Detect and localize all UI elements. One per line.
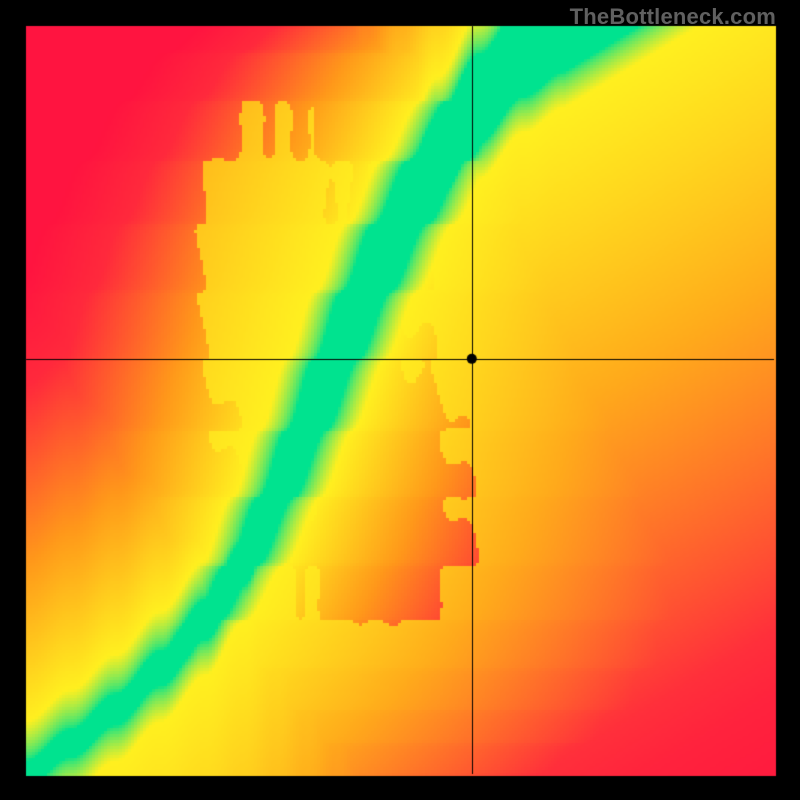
chart-overlay bbox=[0, 0, 800, 800]
chart-container: TheBottleneck.com bbox=[0, 0, 800, 800]
watermark-text: TheBottleneck.com bbox=[570, 4, 776, 30]
